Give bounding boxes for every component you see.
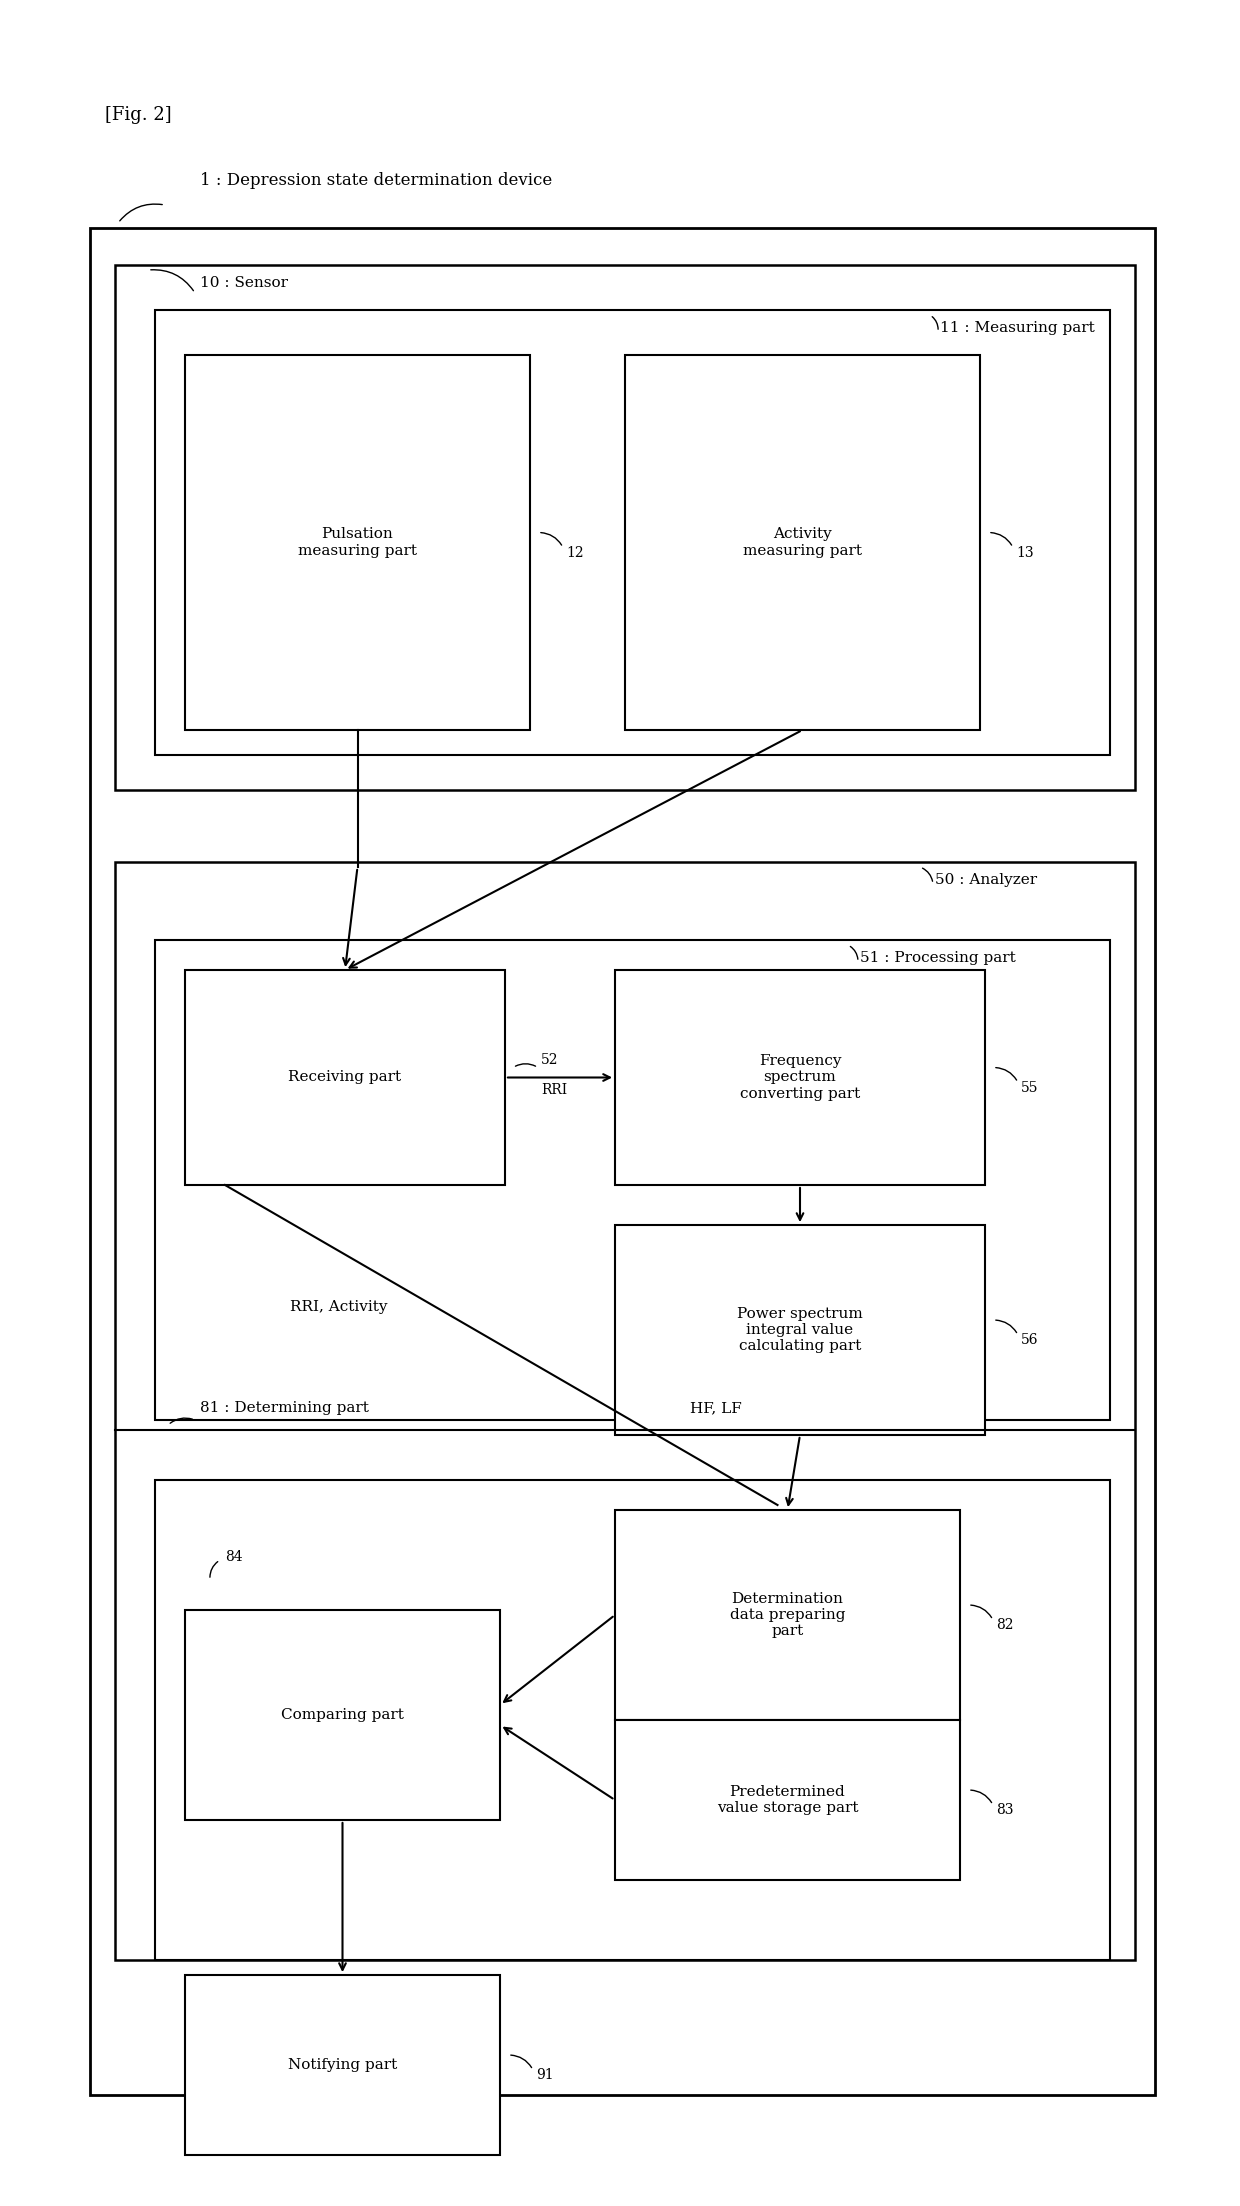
Text: 56: 56: [1021, 1332, 1039, 1348]
Bar: [115, 863, 1135, 1959]
Text: HF, LF: HF, LF: [689, 1401, 742, 1414]
Text: 1 : Depression state determination device: 1 : Depression state determination devic…: [200, 172, 552, 188]
Text: 84: 84: [224, 1551, 243, 1564]
Bar: [185, 1610, 500, 1820]
Bar: [615, 1721, 960, 1880]
Bar: [115, 265, 1135, 790]
Bar: [185, 1974, 500, 2155]
Text: 91: 91: [536, 2067, 553, 2082]
Text: 82: 82: [996, 1617, 1013, 1632]
Text: Comparing part: Comparing part: [281, 1707, 404, 1723]
Text: Pulsation
measuring part: Pulsation measuring part: [298, 527, 417, 558]
Text: 12: 12: [565, 545, 584, 560]
Bar: [185, 971, 505, 1185]
Text: 52: 52: [541, 1052, 558, 1065]
Text: 81 : Determining part: 81 : Determining part: [200, 1401, 368, 1414]
Bar: [155, 940, 1110, 1421]
Text: Frequency
spectrum
converting part: Frequency spectrum converting part: [740, 1054, 861, 1101]
Text: [Fig. 2]: [Fig. 2]: [105, 106, 171, 124]
Text: Receiving part: Receiving part: [289, 1070, 402, 1085]
Text: RRI, Activity: RRI, Activity: [290, 1302, 387, 1315]
Bar: [615, 1509, 960, 1721]
Bar: [91, 227, 1154, 2096]
Bar: [155, 1480, 1110, 1959]
Text: 50 : Analyzer: 50 : Analyzer: [935, 874, 1037, 887]
Bar: [615, 1224, 985, 1434]
Text: Power spectrum
integral value
calculating part: Power spectrum integral value calculatin…: [737, 1306, 863, 1352]
Text: 11 : Measuring part: 11 : Measuring part: [940, 322, 1095, 335]
Text: 10 : Sensor: 10 : Sensor: [200, 276, 288, 289]
Bar: [625, 355, 980, 730]
Text: 13: 13: [1016, 545, 1034, 560]
Text: Notifying part: Notifying part: [288, 2058, 397, 2071]
Text: Activity
measuring part: Activity measuring part: [743, 527, 862, 558]
Text: 83: 83: [996, 1802, 1013, 1818]
Text: Determination
data preparing
part: Determination data preparing part: [730, 1593, 846, 1639]
Text: RRI: RRI: [541, 1083, 567, 1096]
Bar: [615, 971, 985, 1185]
Bar: [185, 355, 529, 730]
Text: 55: 55: [1021, 1081, 1039, 1094]
Bar: [155, 311, 1110, 754]
Text: 51 : Processing part: 51 : Processing part: [861, 951, 1016, 964]
Text: Predetermined
value storage part: Predetermined value storage part: [717, 1785, 858, 1816]
